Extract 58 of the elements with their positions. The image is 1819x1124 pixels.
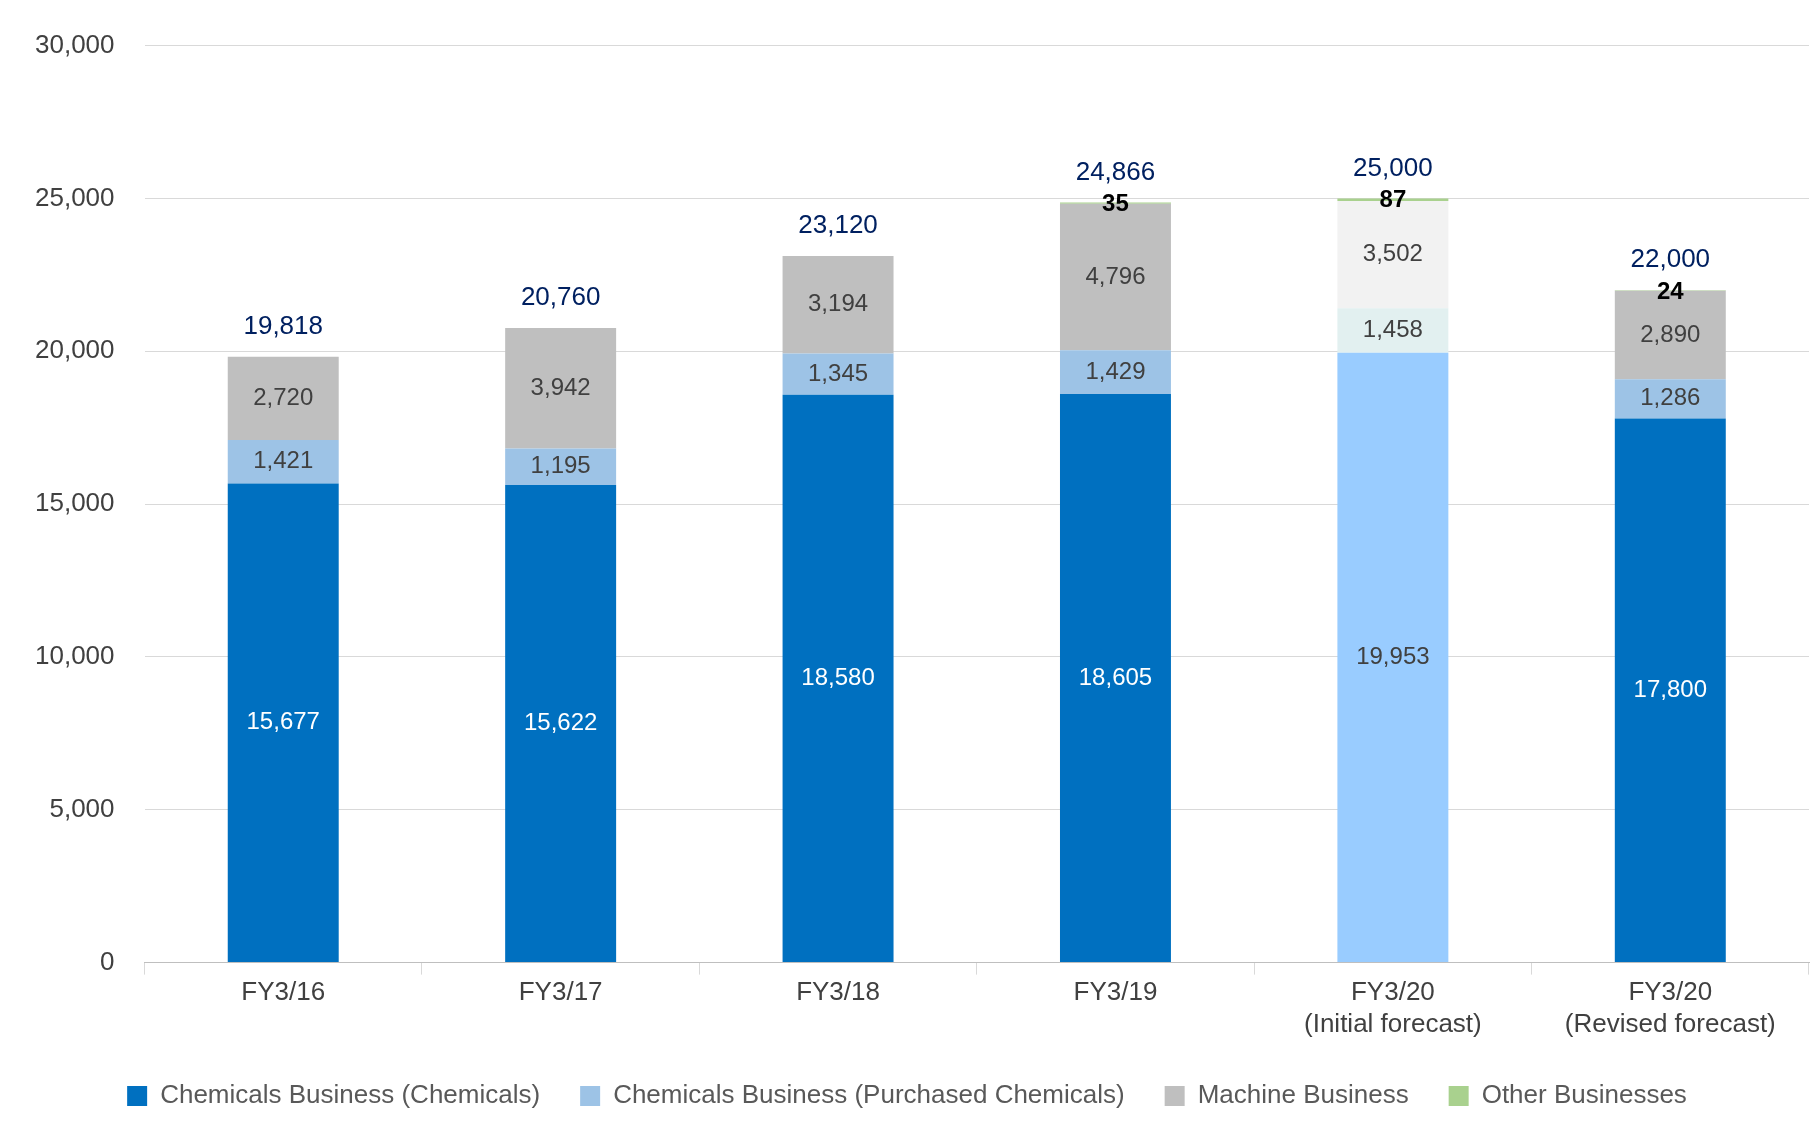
bar (1614, 379, 1726, 419)
bar (1337, 308, 1449, 353)
data-label: 4,796 (1085, 261, 1146, 289)
y-tick-label: 25,000 (34, 181, 115, 212)
data-label: 35 (1102, 189, 1129, 217)
bar (782, 353, 894, 395)
total-label: 23,120 (798, 209, 878, 240)
data-label: 15,677 (246, 707, 320, 735)
x-tick-label: FY3/19 (1073, 976, 1158, 1007)
bar (782, 394, 894, 963)
bar (1059, 350, 1171, 394)
y-tick-label: 15,000 (34, 487, 115, 518)
bar (227, 439, 339, 484)
total-label: 22,000 (1630, 243, 1711, 274)
data-label: 19,953 (1356, 642, 1430, 670)
y-tick-label: 10,000 (34, 640, 115, 671)
data-label: 18,580 (801, 663, 875, 691)
data-label: 1,429 (1085, 356, 1146, 384)
legend-label: Machine Business (1197, 1079, 1409, 1110)
y-tick-label: 30,000 (34, 28, 115, 59)
x-tick-label: FY3/18 (796, 976, 880, 1007)
bar (505, 485, 617, 963)
bar (227, 356, 339, 440)
data-label: 1,195 (530, 451, 591, 479)
x-tick-label: FY3/20 (Revised forecast) (1564, 976, 1776, 1038)
x-tick-label: FY3/16 (241, 976, 326, 1007)
legend-label: Chemicals Business (Purchased Chemicals) (613, 1079, 1125, 1110)
bar (782, 255, 894, 354)
x-tick-label: FY3/20 (Initial forecast) (1304, 976, 1482, 1038)
data-label: 1,458 (1362, 315, 1423, 343)
bar (1337, 352, 1449, 963)
data-label: 17,800 (1633, 674, 1707, 702)
data-label: 2,890 (1640, 319, 1701, 347)
y-tick-label: 0 (100, 945, 115, 976)
data-label: 3,502 (1362, 239, 1423, 267)
bar (227, 483, 339, 963)
bar (1614, 418, 1726, 963)
bar (1059, 393, 1171, 963)
y-tick-label: 5,000 (49, 792, 115, 823)
total-label: 20,760 (520, 281, 601, 312)
x-tick-label: FY3/17 (518, 976, 603, 1007)
data-label: 1,286 (1640, 383, 1701, 411)
data-label: 2,720 (253, 383, 314, 411)
total-label: 24,866 (1075, 155, 1156, 186)
data-label: 18,605 (1078, 662, 1153, 690)
data-label: 1,421 (253, 446, 314, 474)
bar (505, 328, 617, 449)
data-label: 3,942 (530, 372, 591, 400)
y-tick-label: 20,000 (34, 334, 115, 365)
data-label: 87 (1379, 185, 1407, 213)
data-label: 24 (1656, 276, 1685, 304)
legend-label: Chemicals Business (Chemicals) (160, 1079, 541, 1110)
data-label: 3,194 (808, 289, 869, 317)
total-label: 25,000 (1353, 151, 1433, 182)
data-label: 1,345 (808, 358, 869, 386)
total-label: 19,818 (243, 310, 323, 340)
legend-label: Other Businesses (1481, 1079, 1687, 1110)
data-label: 15,622 (523, 708, 598, 736)
